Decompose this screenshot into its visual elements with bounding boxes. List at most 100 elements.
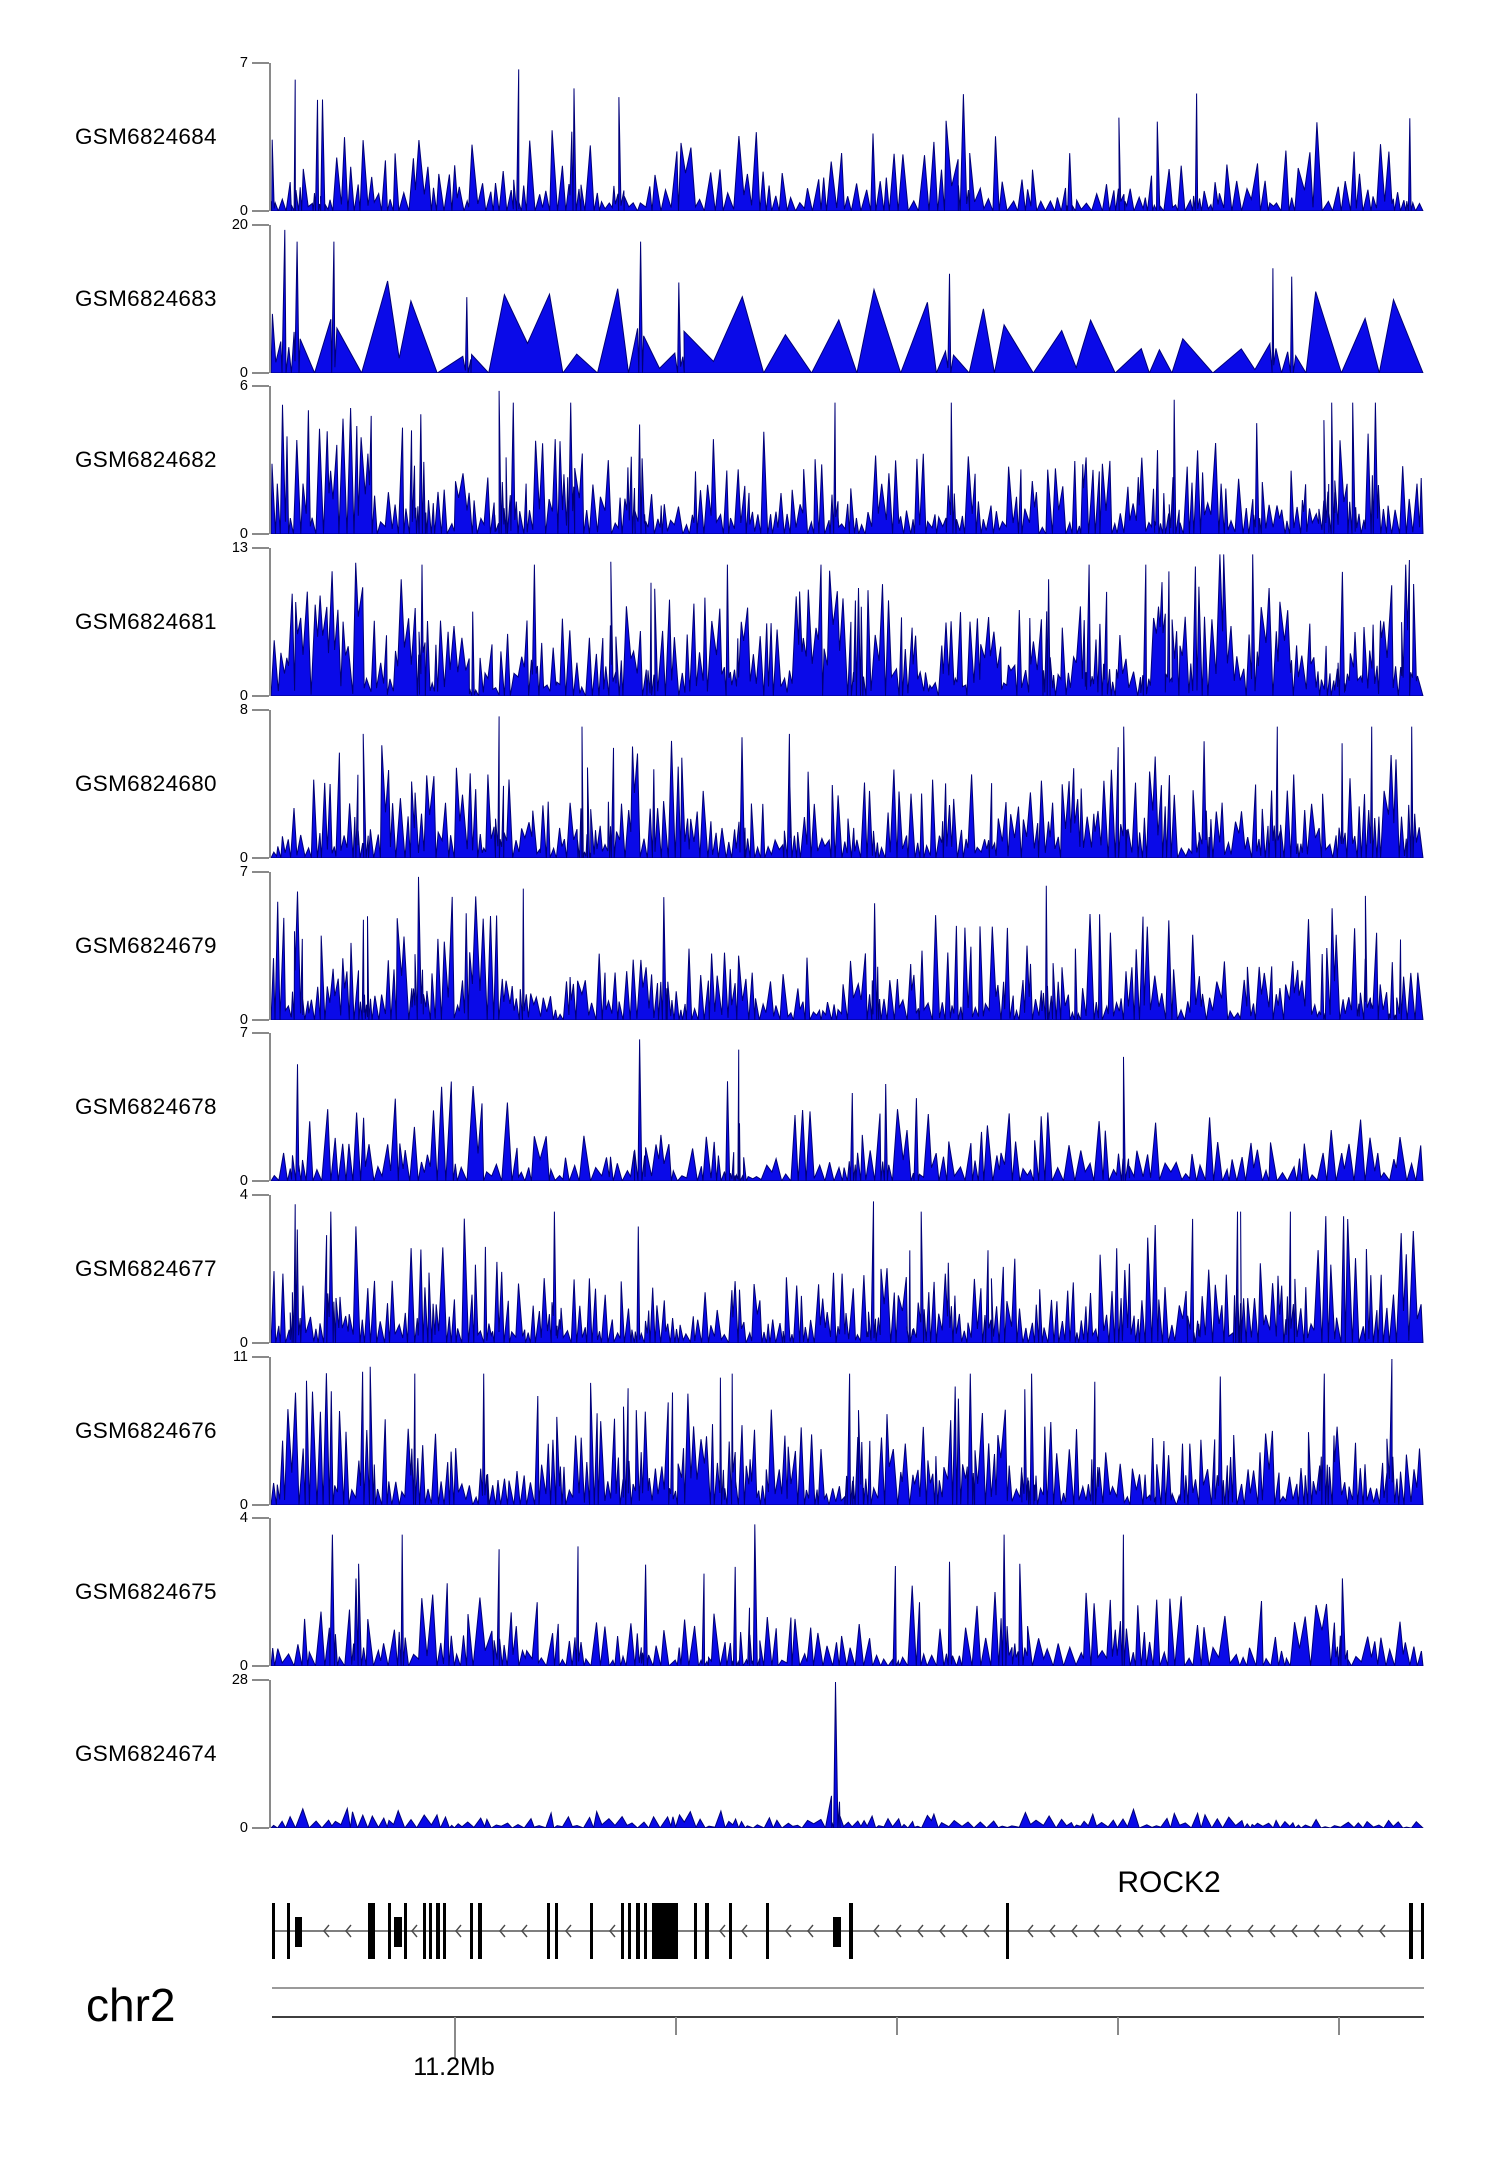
exon-box bbox=[628, 1903, 631, 1959]
gene-name-label: ROCK2 bbox=[1117, 1866, 1221, 1899]
coverage-area bbox=[271, 229, 1424, 373]
exon-box bbox=[388, 1903, 391, 1959]
exon-box bbox=[644, 1903, 647, 1959]
track-label: GSM6824682 bbox=[75, 447, 217, 473]
yaxis-bottom-tick bbox=[252, 1665, 269, 1668]
track-row: GSM6824682 6 0 bbox=[0, 379, 1500, 542]
track-row: GSM6824681 13 0 bbox=[0, 541, 1500, 704]
coverage-area bbox=[271, 1681, 1424, 1828]
track-label: GSM6824678 bbox=[75, 1094, 217, 1120]
strand-arrow-left-icon bbox=[1159, 1924, 1166, 1938]
yaxis-bottom-tick bbox=[252, 533, 269, 536]
yaxis-max-label: 4 bbox=[239, 1186, 248, 1203]
strand-arrow-left-icon bbox=[345, 1924, 352, 1938]
yaxis-max-label: 4 bbox=[239, 1510, 248, 1527]
exon-box bbox=[295, 1917, 302, 1947]
coverage-signal bbox=[271, 1201, 1424, 1343]
track-label: GSM6824676 bbox=[75, 1417, 217, 1443]
coverage-signal bbox=[271, 69, 1424, 211]
track-label: GSM6824677 bbox=[75, 1255, 217, 1281]
track-label: GSM6824684 bbox=[75, 124, 217, 149]
yaxis-top-tick bbox=[252, 62, 269, 64]
strand-arrow-left-icon bbox=[1049, 1924, 1056, 1938]
exon-box bbox=[652, 1903, 678, 1959]
strand-arrow-left-icon bbox=[521, 1924, 528, 1938]
coverage-signal bbox=[271, 1039, 1424, 1182]
track-row: GSM6824675 4 0 bbox=[0, 1511, 1500, 1674]
coverage-signal bbox=[271, 1681, 1424, 1828]
strand-arrow-left-icon bbox=[1335, 1924, 1342, 1938]
yaxis-bottom-tick bbox=[252, 1503, 269, 1506]
yaxis-line bbox=[269, 548, 271, 697]
strand-arrow-left-icon bbox=[1115, 1924, 1122, 1938]
yaxis-top-tick bbox=[252, 223, 269, 226]
track-label: GSM6824681 bbox=[75, 609, 217, 635]
yaxis-bottom-tick bbox=[252, 1018, 269, 1021]
track-row: GSM6824676 11 0 bbox=[0, 1349, 1500, 1512]
yaxis-max-label: 8 bbox=[239, 701, 248, 718]
yaxis-bottom-tick bbox=[252, 1180, 269, 1183]
track-row: GSM6824674 28 0 bbox=[0, 1673, 1500, 1836]
chromosome-label: chr2 bbox=[86, 1979, 176, 2031]
yaxis-line bbox=[269, 1518, 271, 1667]
strand-arrow-left-icon bbox=[1357, 1924, 1364, 1938]
yaxis-top-tick bbox=[252, 1679, 269, 1681]
exon-box bbox=[272, 1903, 275, 1959]
yaxis-zero-label: 0 bbox=[239, 688, 248, 705]
strand-arrow-left-icon bbox=[1225, 1924, 1232, 1938]
coverage-signal bbox=[271, 1524, 1424, 1667]
yaxis-line bbox=[269, 871, 271, 1020]
track-row: GSM6824680 8 0 bbox=[0, 702, 1500, 865]
strand-arrow-left-icon bbox=[983, 1924, 990, 1938]
strand-arrow-left-icon bbox=[1027, 1924, 1034, 1938]
strand-arrow-left-icon bbox=[719, 1924, 726, 1938]
strand-arrow-left-icon bbox=[1291, 1924, 1298, 1938]
strand-arrow-left-icon bbox=[1269, 1924, 1276, 1938]
strand-arrow-left-icon bbox=[455, 1924, 462, 1938]
yaxis-max-label: 20 bbox=[231, 216, 248, 233]
coverage-area bbox=[271, 69, 1424, 211]
coverage-signal bbox=[271, 554, 1424, 697]
exon-box bbox=[1421, 1903, 1424, 1959]
coverage-area bbox=[271, 554, 1424, 697]
yaxis-line bbox=[269, 386, 271, 535]
strand-arrow-left-icon bbox=[961, 1924, 968, 1938]
strand-arrow-left-icon bbox=[565, 1924, 572, 1938]
exon-box bbox=[394, 1917, 402, 1947]
yaxis-top-tick bbox=[252, 385, 269, 388]
exon-box bbox=[729, 1903, 732, 1959]
yaxis-top-tick bbox=[252, 1355, 269, 1358]
track-row: GSM6824679 7 0 bbox=[0, 864, 1500, 1027]
strand-arrow-left-icon bbox=[499, 1924, 506, 1938]
yaxis-zero-label: 0 bbox=[239, 203, 248, 219]
yaxis-line bbox=[269, 1033, 271, 1182]
yaxis-bottom-tick bbox=[252, 1341, 269, 1344]
yaxis-zero-label: 0 bbox=[239, 1496, 248, 1513]
exon-box bbox=[694, 1903, 697, 1959]
position-tick-label: 11.2Mb bbox=[413, 2053, 495, 2081]
yaxis-top-tick bbox=[252, 1193, 269, 1196]
yaxis-bottom-tick bbox=[252, 210, 269, 212]
exon-box bbox=[590, 1903, 593, 1959]
strand-arrow-left-icon bbox=[1093, 1924, 1100, 1938]
yaxis-bottom-tick bbox=[252, 856, 269, 859]
gene-model-and-ruler bbox=[272, 1903, 1424, 2058]
exon-box bbox=[368, 1903, 375, 1959]
yaxis-top-tick bbox=[252, 870, 269, 873]
strand-arrow-left-icon bbox=[939, 1924, 946, 1938]
strand-arrow-left-icon bbox=[1247, 1924, 1254, 1938]
strand-arrow-left-icon bbox=[1313, 1924, 1320, 1938]
yaxis-bottom-tick bbox=[252, 695, 269, 698]
yaxis-bottom-tick bbox=[252, 371, 269, 374]
coverage-area bbox=[271, 876, 1424, 1020]
yaxis-line bbox=[269, 63, 271, 211]
strand-arrow-left-icon bbox=[807, 1924, 814, 1938]
exon-box bbox=[833, 1917, 841, 1947]
exon-box bbox=[705, 1903, 709, 1959]
coverage-area bbox=[271, 716, 1424, 858]
track-label: GSM6824680 bbox=[75, 770, 217, 796]
yaxis-top-tick bbox=[252, 708, 269, 711]
coverage-area bbox=[271, 391, 1424, 535]
yaxis-top-tick bbox=[252, 1032, 269, 1035]
exon-box bbox=[443, 1903, 446, 1959]
